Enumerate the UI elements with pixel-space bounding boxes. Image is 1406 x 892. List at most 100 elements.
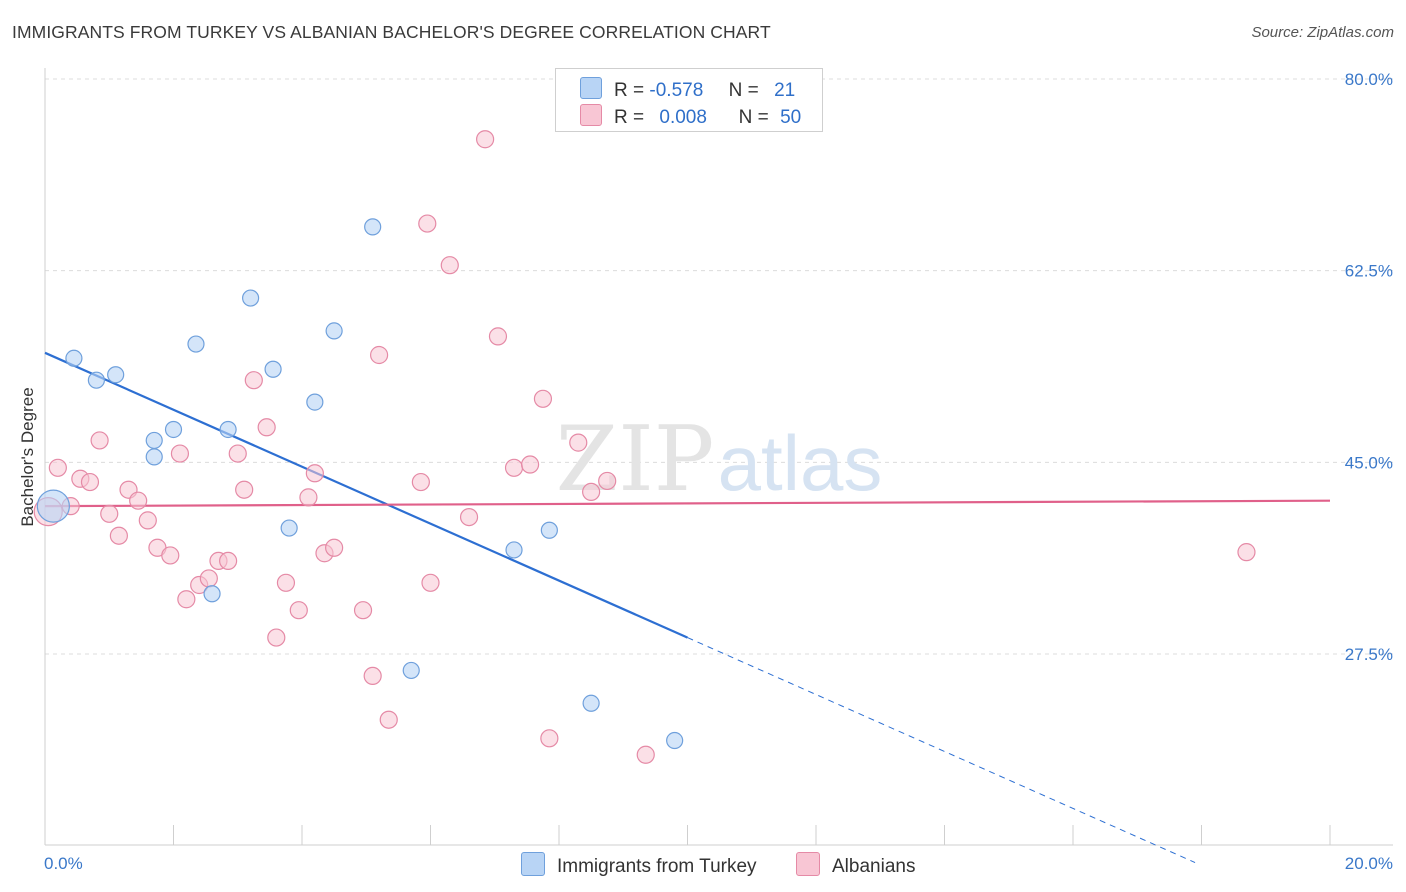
watermark-zip: ZIP <box>556 407 715 512</box>
point-turkey <box>65 349 83 367</box>
point-albanians <box>90 431 109 450</box>
point-albanians <box>418 214 437 233</box>
point-turkey <box>87 371 106 389</box>
point-albanians <box>411 472 430 492</box>
bottom-legend-albanians: Albanians <box>796 852 915 878</box>
legend-row-turkey: R = -0.578 N = 21 <box>580 77 795 101</box>
point-albanians <box>138 511 157 530</box>
point-albanians <box>370 345 389 365</box>
point-turkey <box>264 360 282 378</box>
point-albanians <box>379 710 398 729</box>
point-turkey <box>187 335 205 353</box>
point-albanians <box>540 729 559 748</box>
y-axis-label: Bachelor's Degree <box>18 387 37 526</box>
point-albanians <box>421 573 440 592</box>
legend-r-label: R = <box>614 80 645 101</box>
point-albanians <box>235 480 254 499</box>
point-turkey <box>203 585 221 603</box>
trend-line-turkey-extension <box>687 637 1196 863</box>
point-albanians <box>459 507 479 527</box>
point-albanians <box>598 471 617 491</box>
trend-lines <box>44 351 1331 863</box>
point-albanians <box>48 458 67 477</box>
point-albanians <box>170 444 190 463</box>
point-albanians <box>476 130 495 149</box>
point-turkey <box>306 393 324 411</box>
point-albanians <box>228 444 247 463</box>
point-albanians <box>569 433 588 452</box>
y-tick-label: 45.0% <box>1345 453 1393 472</box>
point-albanians <box>504 458 524 477</box>
point-albanians <box>129 491 148 510</box>
source-credit: Source: ZipAtlas.com <box>1251 24 1394 41</box>
point-albanians <box>440 256 459 275</box>
point-albanians <box>177 590 196 609</box>
point-turkey <box>164 420 183 439</box>
y-tick-label: 27.5% <box>1345 645 1393 664</box>
watermark-atlas: atlas <box>718 419 883 507</box>
bottom-legend-label-albanians: Albanians <box>832 856 916 877</box>
x-tick-label: 20.0% <box>1345 854 1393 873</box>
axes <box>44 68 1393 846</box>
point-albanians <box>80 472 100 492</box>
point-turkey <box>242 289 260 307</box>
point-albanians <box>636 745 655 764</box>
tick-labels: 27.5% 45.0% 62.5% 80.0% 0.0% 20.0% <box>44 70 1393 873</box>
point-albanians <box>520 455 540 474</box>
point-albanians <box>299 488 318 507</box>
point-turkey <box>666 731 684 750</box>
point-turkey <box>402 661 420 680</box>
point-turkey <box>145 448 163 466</box>
point-turkey <box>582 694 600 712</box>
point-albanians <box>1237 543 1256 562</box>
point-albanians <box>219 551 238 571</box>
legend-swatch-turkey <box>580 77 602 99</box>
legend-swatch-albanians <box>580 104 602 126</box>
point-albanians <box>109 526 128 545</box>
point-albanians <box>533 389 553 408</box>
point-albanians <box>267 628 286 647</box>
point-turkey <box>219 420 237 439</box>
y-tick-label: 62.5% <box>1345 262 1393 281</box>
stats-legend: R = -0.578 N = 21 R = 0.008 N = 50 <box>555 68 823 132</box>
bottom-legend-swatch-turkey <box>521 852 545 876</box>
point-albanians <box>199 569 218 588</box>
legend-n-value-albanians: 50 <box>780 107 802 128</box>
bottom-legend-swatch-albanians <box>796 852 820 876</box>
x-tick-label: 0.0% <box>44 854 83 873</box>
point-albanians <box>100 504 119 523</box>
point-turkey <box>540 521 558 539</box>
point-albanians <box>488 327 508 346</box>
trend-line-turkey <box>44 351 688 639</box>
point-turkey <box>325 322 343 340</box>
legend-r-value-albanians: 0.008 <box>659 107 707 128</box>
gridlines <box>45 78 1393 655</box>
point-turkey <box>107 366 125 384</box>
point-albanians <box>353 601 373 620</box>
point-albanians <box>257 418 276 437</box>
bottom-legend-label-turkey: Immigrants from Turkey <box>557 856 757 877</box>
chart-title: IMMIGRANTS FROM TURKEY VS ALBANIAN BACHE… <box>12 22 771 42</box>
point-turkey <box>145 431 163 450</box>
point-albanians <box>582 482 601 502</box>
point-turkey <box>280 519 298 537</box>
legend-r-label: R = <box>614 107 645 128</box>
legend-n-label: N = <box>728 80 759 101</box>
point-turkey <box>364 218 382 236</box>
legend-r-value-turkey: -0.578 <box>649 80 704 101</box>
point-albanians <box>244 371 263 390</box>
point-albanians <box>289 601 308 620</box>
point-albanians <box>161 546 180 565</box>
point-turkey <box>36 489 70 523</box>
trend-line-albanians <box>44 499 1331 508</box>
point-albanians <box>325 538 344 557</box>
point-turkey <box>505 541 523 559</box>
legend-n-label: N = <box>738 107 769 128</box>
data-points <box>33 130 1256 764</box>
point-albanians <box>305 464 324 483</box>
bottom-legend-turkey: Immigrants from Turkey <box>521 852 757 878</box>
legend-row-albanians: R = 0.008 N = 50 <box>580 104 801 128</box>
point-albanians <box>276 573 296 592</box>
point-albanians <box>363 666 382 686</box>
